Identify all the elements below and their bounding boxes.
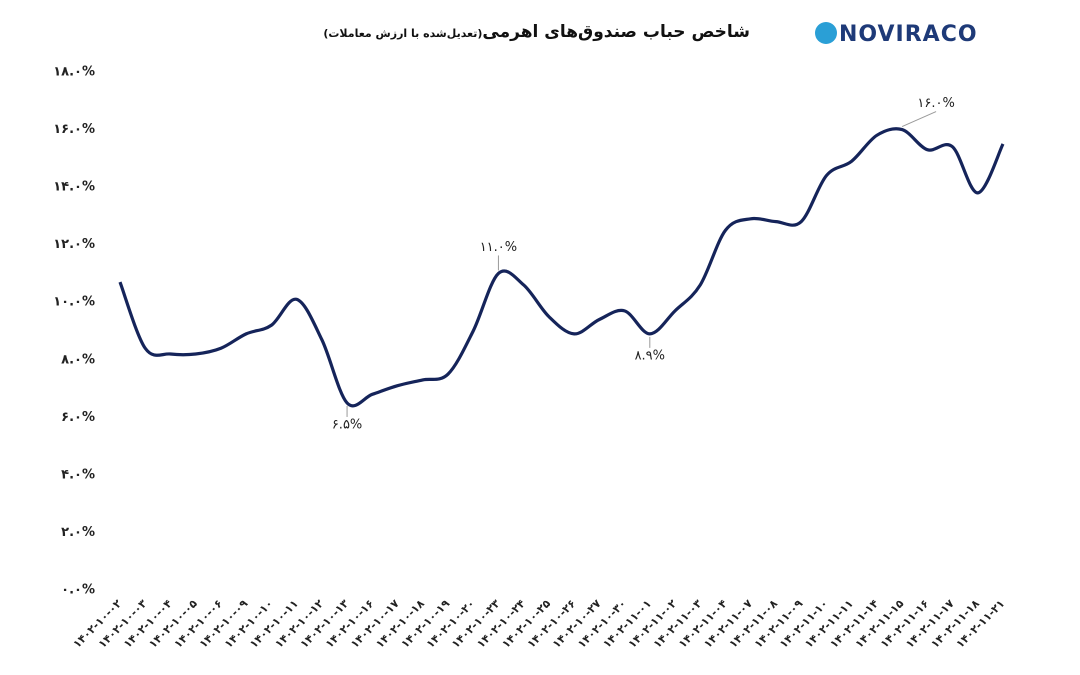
y-tick-label: ۱۴.۰% (53, 180, 95, 195)
data-label: ۸.۹% (635, 348, 665, 363)
y-tick-label: ۱۸.۰% (53, 65, 95, 80)
logo-text: NOVIRACO (839, 22, 978, 47)
logo-icon (815, 22, 837, 44)
data-label: ۶.۵% (332, 417, 362, 432)
chart-subtitle: (تعدیل‌شده با ارزش معاملات) (323, 27, 483, 40)
y-tick-label: ۶.۰% (61, 410, 95, 425)
y-tick-label: ۱۰.۰% (53, 295, 95, 310)
data-label: ۱۶.۰% (917, 96, 954, 111)
y-tick-label: ۱۲.۰% (53, 237, 95, 252)
y-tick-label: ۱۶.۰% (53, 122, 95, 137)
chart-title: شاخص حباب صندوق‌های اهرمی (482, 22, 750, 42)
header: شاخص حباب صندوق‌های اهرمی(تعدیل‌شده با ا… (200, 22, 750, 42)
y-tick-label: ۲.۰% (61, 525, 95, 540)
leader-line (901, 111, 937, 128)
line (118, 127, 1005, 408)
y-tick-label: ۴.۰% (61, 467, 95, 482)
data-label: ۱۱.۰% (480, 240, 517, 255)
y-tick-label: ۸.۰% (61, 352, 95, 367)
logo: NOVIRACO (815, 22, 978, 47)
y-tick-label: ۰.۰% (61, 583, 95, 598)
